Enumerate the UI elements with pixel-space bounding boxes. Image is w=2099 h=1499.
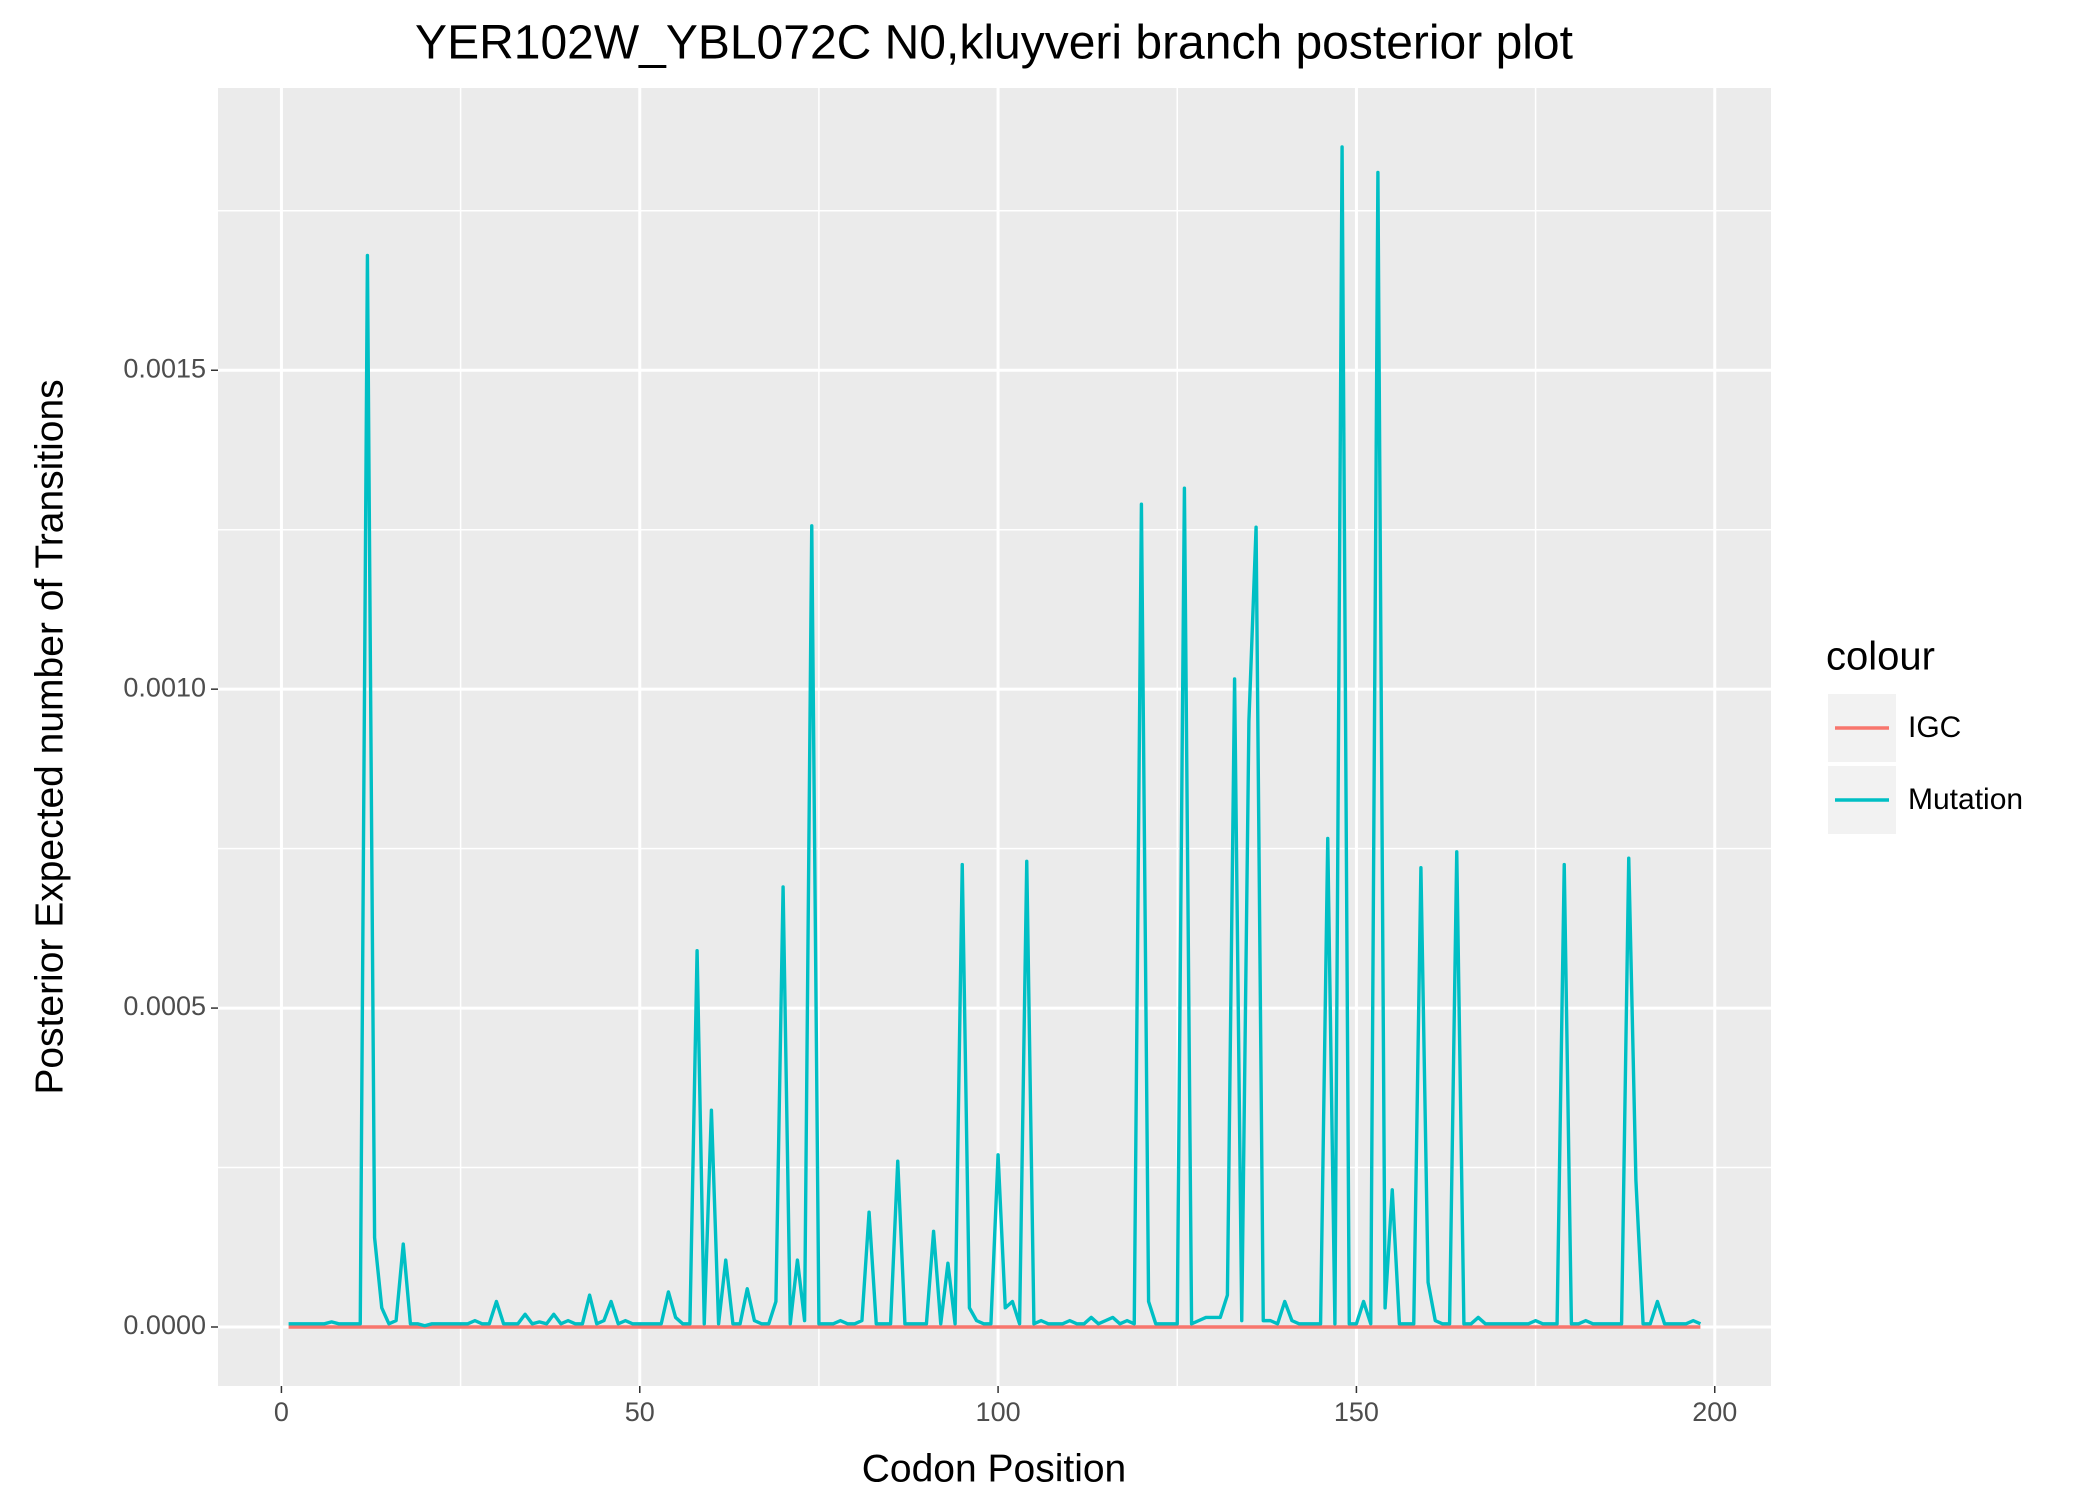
- x-tick-label: 0: [274, 1397, 289, 1427]
- x-tick-label: 200: [1692, 1397, 1737, 1427]
- legend-title: colour: [1826, 635, 1935, 679]
- legend-label: IGC: [1908, 711, 1961, 744]
- y-tick-label: 0.0010: [123, 672, 206, 702]
- y-axis-label: Posterior Expected number of Transitions: [28, 379, 71, 1094]
- x-tick-label: 150: [1334, 1397, 1379, 1427]
- y-tick-label: 0.0015: [123, 353, 206, 383]
- axes: 0.0000 0.0005 0.0010 0.0015 0 50 100 150 200: [123, 353, 1737, 1427]
- legend: colour IGC Mutation: [1826, 635, 2023, 834]
- x-tick-label: 100: [976, 1397, 1021, 1427]
- y-tick-label: 0.0000: [123, 1310, 206, 1340]
- chart-title: YER102W_YBL072C N0,kluyveri branch poste…: [415, 17, 1573, 70]
- legend-label: Mutation: [1908, 783, 2023, 816]
- y-tick-label: 0.0005: [123, 991, 206, 1021]
- panel: [218, 88, 1771, 1386]
- x-tick-label: 50: [625, 1397, 655, 1427]
- grid: [218, 88, 1771, 1386]
- x-axis-label: Codon Position: [862, 1447, 1127, 1490]
- lines: [288, 145, 1702, 1329]
- series-line: [288, 145, 1702, 1328]
